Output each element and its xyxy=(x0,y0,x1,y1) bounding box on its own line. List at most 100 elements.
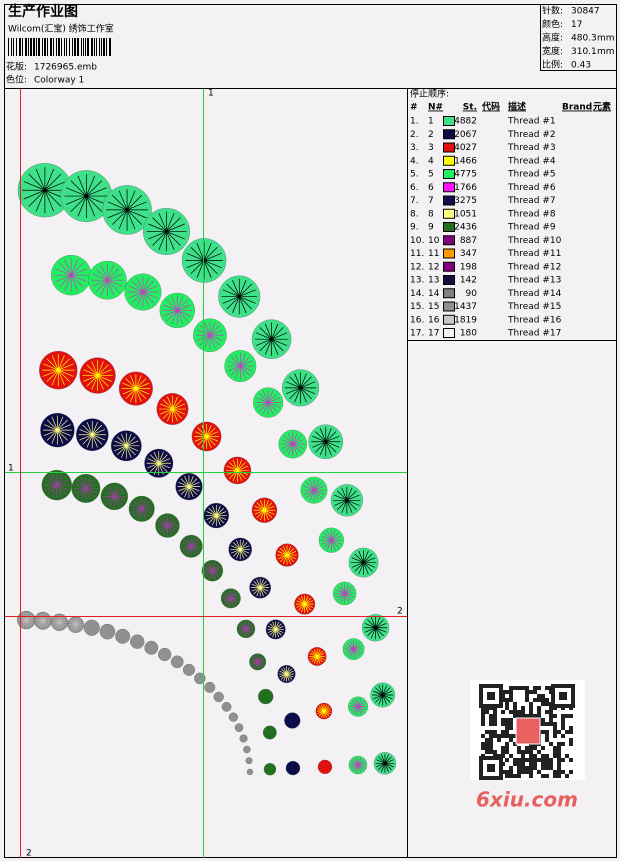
qr-cell xyxy=(485,746,489,750)
qr-cell xyxy=(553,722,557,726)
column-header: 代码 xyxy=(481,101,500,113)
stitch-spoke xyxy=(296,600,313,608)
bar xyxy=(19,38,21,56)
qr-cell xyxy=(513,702,517,706)
stitch-spoke xyxy=(79,429,106,441)
qr-cell xyxy=(561,734,565,738)
stitch-spoke xyxy=(131,504,152,514)
row-index: 7. xyxy=(410,196,419,206)
row-stitches: 2067 xyxy=(454,130,477,140)
row-n: 1 xyxy=(428,117,434,127)
row-n: 3 xyxy=(428,143,434,153)
qr-cell xyxy=(509,754,513,758)
qr-cell xyxy=(545,722,549,726)
row-description: Thread #10 xyxy=(507,236,562,246)
qr-cell xyxy=(545,774,549,778)
row-n: 8 xyxy=(428,209,434,219)
qr-cell xyxy=(481,746,485,750)
stitch-spoke xyxy=(43,363,74,377)
stitch-spoke xyxy=(267,625,284,633)
qr-cell xyxy=(505,706,509,710)
qr-cell xyxy=(529,706,533,710)
stitch-spoke xyxy=(43,424,71,436)
stitch-spoke xyxy=(251,583,269,592)
qr-cell xyxy=(517,710,521,714)
stat-label: 比例: xyxy=(542,59,563,71)
qr-cell xyxy=(513,774,517,778)
qr-cell xyxy=(557,754,561,758)
stitch-spoke xyxy=(376,759,394,768)
qr-cell xyxy=(565,754,569,758)
qr-cell xyxy=(545,686,549,690)
stitch-spoke xyxy=(182,542,201,551)
qr-cell xyxy=(525,746,529,750)
crosshair-label: 1 xyxy=(8,464,14,474)
qr-cell xyxy=(493,722,497,726)
stitch-motif xyxy=(213,691,224,703)
stitch-motif xyxy=(204,681,216,693)
qr-cell xyxy=(525,714,529,718)
bar xyxy=(96,38,97,56)
qr-logo xyxy=(515,717,541,745)
qr-cell xyxy=(525,766,529,770)
qr-cell xyxy=(529,702,533,706)
stitch-motif xyxy=(130,634,145,649)
qr-cell xyxy=(493,734,497,738)
stitch-spoke xyxy=(227,360,253,372)
bar xyxy=(85,38,86,56)
qr-cell xyxy=(541,722,545,726)
bar xyxy=(77,38,79,56)
stitch-motif xyxy=(285,760,301,776)
column-header: 元素 xyxy=(593,101,611,113)
qr-cell xyxy=(485,742,489,746)
qr-cell xyxy=(553,754,557,758)
qr-cell xyxy=(549,714,553,718)
qr-cell xyxy=(545,730,549,734)
row-description: Thread #14 xyxy=(507,289,562,299)
qr-cell xyxy=(521,754,525,758)
qr-cell xyxy=(481,714,485,718)
stitch-spoke xyxy=(69,621,83,628)
qr-cell xyxy=(521,706,525,710)
qr-cell xyxy=(557,774,561,778)
stitch-spoke xyxy=(157,521,178,530)
stitch-motif xyxy=(243,745,251,754)
qr-cell xyxy=(489,750,493,754)
stitch-spoke xyxy=(279,670,294,678)
stitch-spoke xyxy=(194,431,219,442)
stitch-motif xyxy=(221,701,232,712)
qr-cell xyxy=(525,694,529,698)
bar xyxy=(36,38,37,56)
stitch-spoke xyxy=(345,645,363,653)
row-description: Thread #13 xyxy=(507,276,561,286)
qr-cell xyxy=(505,718,509,722)
qr-cell xyxy=(481,718,485,722)
stitch-motif xyxy=(228,712,238,722)
qr-cell xyxy=(517,758,521,762)
row-n: 16 xyxy=(428,315,440,325)
stitch-spoke xyxy=(83,369,112,382)
bar xyxy=(11,38,12,56)
stat-label: 颜色: xyxy=(542,18,563,30)
row-stitches: 4882 xyxy=(454,117,477,127)
qr-cell xyxy=(521,766,525,770)
row-index: 1. xyxy=(410,117,419,127)
watermark: 6xiu.com xyxy=(476,788,578,812)
qr-cell xyxy=(525,690,529,694)
qr-cell xyxy=(529,750,533,754)
stitch-spoke xyxy=(277,551,297,560)
qr-cell xyxy=(517,714,521,718)
stitch-spoke xyxy=(23,181,67,200)
bar xyxy=(8,38,9,56)
stats-box xyxy=(540,4,617,71)
qr-cell xyxy=(521,762,525,766)
qr-cell xyxy=(537,710,541,714)
qr-cell xyxy=(545,738,549,742)
stitch-motif xyxy=(263,763,277,776)
qr-cell xyxy=(517,762,521,766)
color-swatch xyxy=(443,208,455,219)
qr-cell xyxy=(489,722,493,726)
qr-cell xyxy=(557,758,561,762)
bar xyxy=(42,38,43,56)
qr-cell xyxy=(529,754,533,758)
